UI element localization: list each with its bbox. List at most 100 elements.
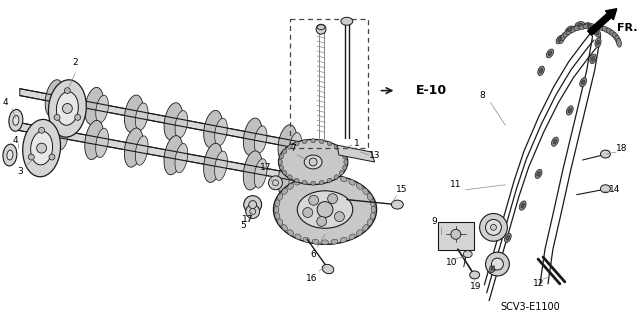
Ellipse shape [289, 165, 301, 195]
Ellipse shape [612, 33, 619, 41]
Ellipse shape [278, 219, 283, 226]
Text: 11: 11 [450, 180, 461, 189]
Ellipse shape [582, 80, 585, 85]
Ellipse shape [294, 141, 299, 146]
Ellipse shape [31, 131, 52, 165]
Ellipse shape [303, 177, 310, 182]
Circle shape [451, 229, 461, 239]
Ellipse shape [278, 125, 297, 162]
Ellipse shape [606, 28, 614, 35]
Ellipse shape [275, 200, 280, 207]
Ellipse shape [535, 169, 542, 178]
Ellipse shape [303, 237, 310, 242]
Text: 15: 15 [396, 185, 407, 194]
Ellipse shape [282, 188, 287, 195]
Ellipse shape [164, 103, 183, 140]
Ellipse shape [367, 219, 372, 226]
Ellipse shape [363, 188, 368, 195]
Text: 2: 2 [72, 58, 78, 67]
Ellipse shape [600, 185, 611, 193]
Text: 7: 7 [291, 144, 296, 152]
Ellipse shape [492, 266, 495, 270]
Circle shape [250, 209, 255, 214]
Ellipse shape [283, 170, 287, 175]
Ellipse shape [275, 212, 280, 219]
Ellipse shape [13, 115, 19, 125]
Ellipse shape [341, 17, 353, 25]
Ellipse shape [22, 119, 61, 177]
Ellipse shape [278, 194, 283, 200]
Circle shape [490, 224, 497, 230]
Circle shape [317, 202, 333, 218]
Ellipse shape [96, 95, 108, 123]
Circle shape [246, 204, 260, 219]
Text: 17: 17 [260, 163, 271, 173]
Text: 4: 4 [2, 98, 8, 107]
Circle shape [244, 196, 262, 213]
Ellipse shape [537, 172, 540, 176]
Ellipse shape [470, 271, 479, 279]
Ellipse shape [254, 159, 267, 188]
Ellipse shape [519, 201, 526, 210]
Text: 10: 10 [446, 257, 458, 267]
Ellipse shape [610, 30, 616, 38]
Ellipse shape [175, 111, 188, 138]
Circle shape [249, 201, 257, 209]
Ellipse shape [321, 174, 328, 179]
Ellipse shape [287, 183, 294, 189]
Ellipse shape [214, 151, 227, 181]
Circle shape [486, 252, 509, 276]
Ellipse shape [124, 95, 143, 132]
Ellipse shape [310, 139, 316, 143]
Ellipse shape [310, 181, 316, 185]
Ellipse shape [392, 200, 403, 209]
Circle shape [479, 213, 508, 241]
Ellipse shape [583, 24, 592, 29]
Ellipse shape [558, 37, 562, 42]
Ellipse shape [356, 183, 362, 189]
Ellipse shape [344, 160, 348, 165]
Text: 18: 18 [616, 144, 627, 152]
Ellipse shape [521, 203, 524, 208]
Circle shape [303, 208, 313, 218]
Text: 8: 8 [480, 91, 486, 100]
Ellipse shape [322, 264, 334, 274]
Ellipse shape [568, 108, 572, 113]
Circle shape [309, 158, 317, 166]
Text: 9: 9 [431, 217, 437, 226]
Text: E-10: E-10 [416, 84, 447, 97]
Text: 6: 6 [310, 250, 316, 259]
Ellipse shape [540, 69, 543, 73]
Ellipse shape [547, 49, 554, 58]
Ellipse shape [371, 206, 376, 213]
Ellipse shape [615, 35, 621, 44]
Ellipse shape [577, 23, 582, 26]
Circle shape [335, 212, 344, 222]
Ellipse shape [321, 240, 328, 245]
Ellipse shape [552, 137, 558, 146]
Ellipse shape [316, 24, 326, 34]
Ellipse shape [490, 263, 497, 273]
Ellipse shape [327, 178, 332, 182]
Text: 17: 17 [242, 215, 253, 224]
Text: 13: 13 [369, 151, 380, 160]
Ellipse shape [356, 230, 362, 236]
Ellipse shape [288, 145, 292, 149]
Ellipse shape [342, 154, 347, 159]
Ellipse shape [327, 141, 332, 146]
Ellipse shape [243, 118, 262, 155]
Ellipse shape [278, 160, 282, 165]
Ellipse shape [302, 181, 307, 184]
Circle shape [63, 103, 72, 114]
Ellipse shape [175, 144, 188, 173]
Ellipse shape [370, 200, 375, 207]
Ellipse shape [574, 25, 582, 31]
Ellipse shape [504, 233, 511, 242]
Ellipse shape [339, 170, 344, 175]
Ellipse shape [204, 110, 223, 148]
Ellipse shape [591, 56, 595, 61]
Circle shape [54, 115, 60, 120]
Ellipse shape [243, 151, 262, 190]
Ellipse shape [593, 28, 601, 37]
Ellipse shape [585, 23, 594, 30]
